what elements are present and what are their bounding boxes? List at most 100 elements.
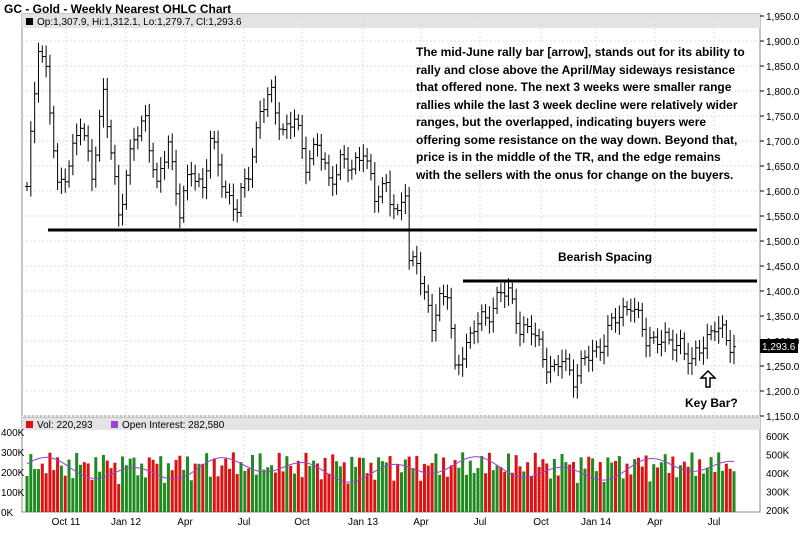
volume-bar <box>556 475 560 512</box>
volume-bar <box>678 465 682 512</box>
volume-bar <box>686 466 690 512</box>
volume-bar <box>522 471 526 512</box>
volume-bar <box>526 462 530 512</box>
volume-bar <box>633 459 637 512</box>
bearish-spacing-label: Bearish Spacing <box>558 250 653 264</box>
x-tick-label: Jan 13 <box>348 517 378 528</box>
volume-bar <box>128 458 132 512</box>
volume-bar <box>468 460 472 512</box>
volume-bar <box>243 470 247 512</box>
volume-bar <box>231 452 235 512</box>
volume-bar <box>273 472 277 512</box>
price-tick-label: 1,750.0 <box>766 112 800 123</box>
volume-bar <box>503 471 507 512</box>
price-tick-label: 1,500.0 <box>766 237 800 248</box>
volume-bar <box>90 479 94 512</box>
volume-tick-label: 200K <box>1 468 25 479</box>
x-tick-label: Jul <box>708 517 721 528</box>
volume-bar <box>277 452 281 512</box>
volume-bar <box>728 468 732 512</box>
volume-bar <box>442 457 446 512</box>
volume-bar <box>663 454 667 512</box>
volume-bar <box>675 477 679 512</box>
volume-bar <box>461 452 465 512</box>
volume-bar <box>163 482 167 512</box>
volume-bar <box>208 476 212 512</box>
volume-bar <box>247 468 251 512</box>
volume-bar <box>732 471 736 512</box>
volume-bar <box>48 452 52 512</box>
volume-bar <box>602 481 606 512</box>
volume-bar <box>293 473 297 512</box>
volume-bar <box>709 457 713 512</box>
key-bar-label: Key Bar? <box>685 396 738 410</box>
volume-bar <box>419 480 423 512</box>
volume-bar <box>289 465 293 512</box>
oi-tick-label: 400K <box>766 469 790 480</box>
volume-bar <box>304 452 308 512</box>
volume-bar <box>121 456 125 512</box>
volume-bar <box>113 462 117 512</box>
price-tick-label: 1,400.0 <box>766 287 800 298</box>
volume-bar <box>300 477 304 512</box>
volume-bar <box>239 462 243 512</box>
volume-bar <box>193 463 197 512</box>
volume-legend-swatch <box>26 421 33 428</box>
volume-bar <box>36 469 40 512</box>
volume-bar <box>403 459 407 512</box>
x-tick-label: Jan 12 <box>111 517 141 528</box>
volume-bar <box>614 461 618 512</box>
volume-bar <box>109 468 113 512</box>
volume-bar <box>178 455 182 512</box>
open-interest-line <box>26 456 735 483</box>
volume-bar <box>25 476 29 512</box>
volume-bar <box>365 473 369 512</box>
volume-bar <box>644 455 648 512</box>
volume-bar <box>197 463 201 512</box>
volume-bar <box>453 460 457 512</box>
oi-tick-label: 600K <box>766 432 790 443</box>
volume-bar <box>151 459 155 512</box>
volume-bar <box>701 473 705 512</box>
price-tick-label: 1,950.0 <box>766 12 800 23</box>
price-legend-text: Op:1,307.9, Hi:1,312.1, Lo:1,279.7, Cl:1… <box>37 17 242 28</box>
volume-bar <box>571 462 575 512</box>
volume-bar <box>487 452 491 512</box>
volume-bar <box>445 476 449 512</box>
volume-bar <box>541 459 545 512</box>
volume-bar <box>201 463 205 512</box>
volume-bar <box>235 474 239 512</box>
volume-bar <box>79 464 83 512</box>
volume-bar <box>143 477 147 512</box>
volume-bar <box>640 466 644 512</box>
volume-bar <box>652 464 656 512</box>
chart-title: GC - Gold - Weekly Nearest OHLC Chart <box>4 2 232 16</box>
volume-bar <box>392 480 396 512</box>
price-tick-label: 1,700.0 <box>766 137 800 148</box>
volume-bar <box>495 465 499 512</box>
volume-bar <box>44 473 48 512</box>
volume-bar <box>625 463 629 512</box>
volume-bar <box>147 457 151 512</box>
volume-bar <box>281 471 285 512</box>
volume-tick-label: 300K <box>1 448 25 459</box>
x-tick-label: Apr <box>177 517 193 528</box>
price-tick-label: 1,800.0 <box>766 87 800 98</box>
volume-bar <box>583 468 587 512</box>
volume-bar <box>617 456 621 512</box>
volume-bar <box>476 468 480 512</box>
volume-bar <box>430 463 434 512</box>
volume-bar <box>186 456 190 512</box>
volume-bar <box>426 465 430 512</box>
volume-bar <box>308 465 312 512</box>
volume-bar <box>82 462 86 512</box>
volume-bar <box>717 452 721 512</box>
volume-bar <box>254 474 258 512</box>
volume-tick-label: 400K <box>1 428 25 439</box>
volume-bar <box>499 466 503 512</box>
volume-bar <box>579 457 583 512</box>
volume-bar <box>266 467 270 512</box>
volume-bar <box>338 466 342 512</box>
volume-bar <box>380 461 384 512</box>
volume-bar <box>507 453 511 512</box>
